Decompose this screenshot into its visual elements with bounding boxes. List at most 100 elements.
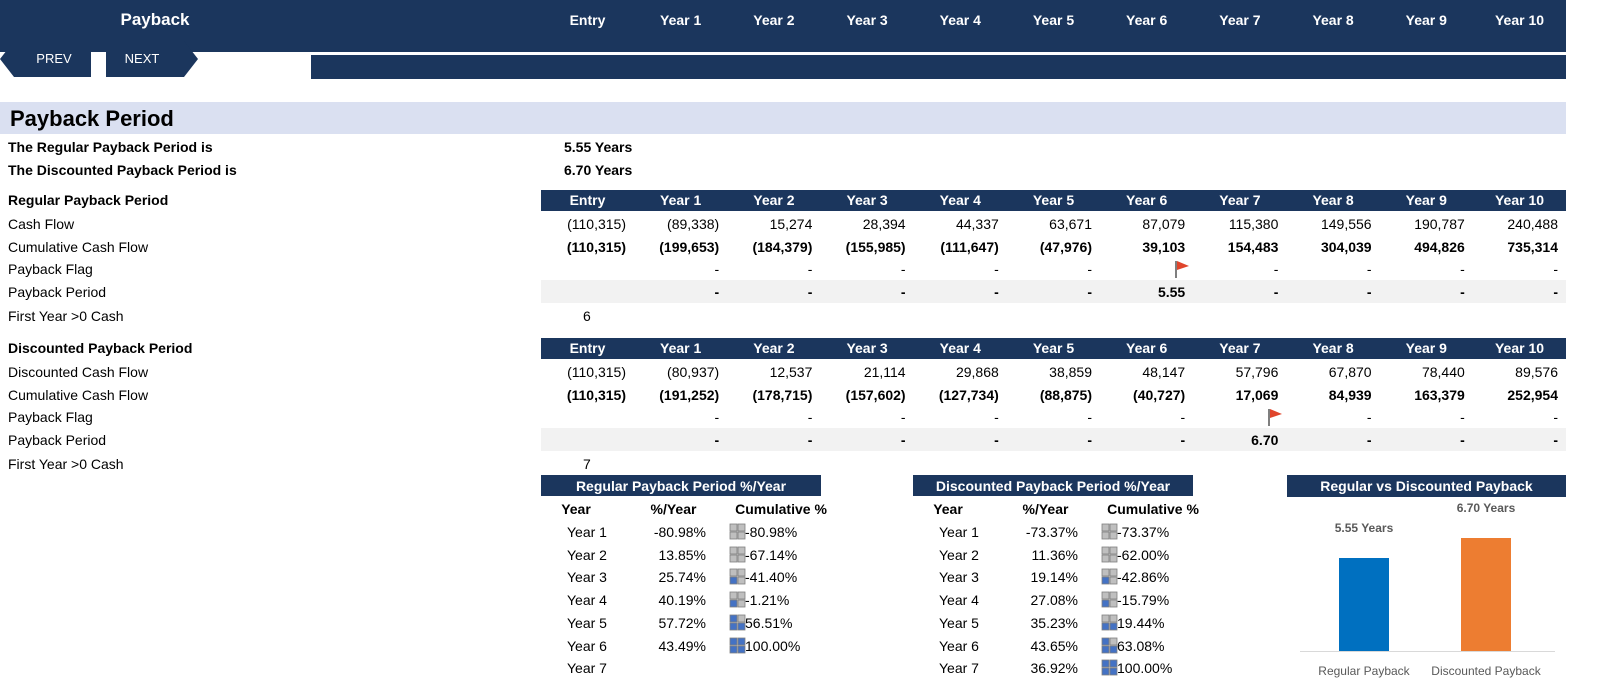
pct-value: 13.85% (658, 546, 706, 563)
row-label: First Year >0 Cash (8, 308, 124, 324)
cell: - (1553, 284, 1558, 300)
value-label: 6.70 Years (1456, 501, 1516, 516)
pct-year: Year 4 (567, 592, 607, 609)
prev-label[interactable]: PREV (36, 51, 72, 66)
cell: 15,274 (769, 216, 813, 232)
pct-year: Year 4 (939, 592, 979, 609)
pct-header (913, 475, 1193, 496)
header-column: Year 3 (846, 12, 888, 28)
summary-label: The Discounted Payback Period is (8, 162, 237, 178)
column-header: Entry (569, 340, 606, 356)
row-label: Cumulative Cash Flow (8, 239, 149, 255)
quarter-icon (1101, 546, 1118, 563)
quarter-icon (729, 591, 746, 608)
pct-year: Year 3 (939, 569, 979, 586)
cell: - (900, 261, 906, 277)
cell: (80,937) (667, 364, 720, 380)
section-title: Payback Period (10, 106, 174, 131)
table-header (541, 338, 1566, 359)
next-label[interactable]: NEXT (124, 51, 160, 66)
flag-icon (1175, 261, 1190, 278)
quarter-icon (1101, 568, 1118, 585)
cell: 63,671 (1049, 216, 1092, 232)
header-column: Year 9 (1405, 12, 1447, 28)
cell: - (1460, 284, 1465, 300)
cell: - (714, 261, 720, 277)
cell: 38,859 (1049, 364, 1092, 380)
pct-value: 43.65% (1030, 637, 1078, 654)
header-column: Year 1 (660, 12, 702, 28)
cell: (184,379) (752, 239, 813, 255)
pct-cumulative: 100.00% (1117, 660, 1173, 677)
cell: - (714, 284, 720, 300)
summary-label: The Regular Payback Period is (8, 139, 213, 155)
cell: - (1553, 409, 1558, 425)
flag-icon (1268, 409, 1283, 426)
quarter-icon (729, 637, 746, 653)
cell: 89,576 (1515, 364, 1558, 380)
pct-year: Year 6 (939, 637, 979, 654)
cell: 84,939 (1328, 387, 1372, 403)
pct-value: 36.92% (1030, 660, 1078, 677)
cell: 57,796 (1235, 364, 1279, 380)
section-band (0, 102, 1566, 134)
pct-column: Cumulative % (1107, 501, 1199, 517)
column-header: Year 8 (1312, 192, 1354, 208)
pct-title: Discounted Payback Period %/Year (935, 478, 1171, 494)
header-column: Year 10 (1494, 12, 1545, 28)
pct-column: %/Year (1022, 501, 1069, 517)
pct-title: Regular Payback Period %/Year (575, 478, 787, 494)
column-header: Year 9 (1405, 340, 1447, 356)
quarter-icon (1101, 659, 1118, 676)
pct-value: 40.19% (658, 592, 706, 609)
cell: 67,870 (1328, 364, 1372, 380)
cell: - (807, 261, 813, 277)
cell: - (1087, 261, 1092, 277)
cell: (110,315) (567, 216, 626, 232)
cell: 17,069 (1235, 387, 1279, 403)
value-label: 5.55 Years (1334, 520, 1394, 535)
cell: 240,488 (1507, 216, 1558, 232)
prev-button[interactable] (0, 41, 91, 77)
pct-value: 43.49% (658, 637, 706, 654)
cell: (111,647) (940, 239, 999, 255)
chart-title: Regular vs Discounted Payback (1320, 478, 1533, 494)
header-column: Year 2 (753, 12, 795, 28)
header-column: Year 5 (1032, 12, 1075, 28)
pct-year: Year 2 (939, 546, 979, 563)
next-button[interactable] (106, 41, 198, 77)
cell: - (994, 284, 999, 300)
row-label: Payback Flag (8, 261, 93, 277)
column-header: Year 10 (1494, 340, 1545, 356)
pct-year: Year 5 (567, 614, 607, 631)
cell: - (1460, 432, 1465, 448)
column-header: Year 1 (660, 340, 702, 356)
cell: - (1087, 284, 1092, 300)
pct-value: -73.37% (1025, 524, 1078, 540)
pct-value: 35.23% (1030, 614, 1078, 631)
pct-cumulative: -15.79% (1117, 592, 1170, 609)
chart-header (1287, 475, 1566, 497)
column-header: Year 4 (939, 192, 981, 208)
cell: 6.70 (1251, 432, 1279, 448)
pct-cumulative: -42.86% (1117, 569, 1170, 586)
pct-cumulative: -62.00% (1117, 546, 1170, 563)
table-header (541, 190, 1566, 211)
first-year: 7 (583, 456, 591, 472)
cell: 735,314 (1507, 239, 1558, 255)
row-label: Payback Period (8, 284, 107, 300)
header-column: Year 6 (1126, 12, 1168, 28)
cell: - (1273, 261, 1279, 277)
cell: (178,715) (752, 387, 813, 403)
pct-year: Year 1 (939, 524, 979, 540)
cell: 115,380 (1228, 216, 1279, 232)
shaded-row (541, 280, 1566, 303)
pct-year: Year 3 (567, 569, 607, 586)
quarter-icon (729, 614, 746, 631)
cell: - (1553, 432, 1558, 448)
summary-value: 6.70 Years (564, 162, 633, 178)
cell: - (1460, 261, 1465, 277)
cell: - (1180, 409, 1186, 425)
quarter-icon (729, 523, 746, 540)
quarter-icon (1101, 637, 1118, 653)
